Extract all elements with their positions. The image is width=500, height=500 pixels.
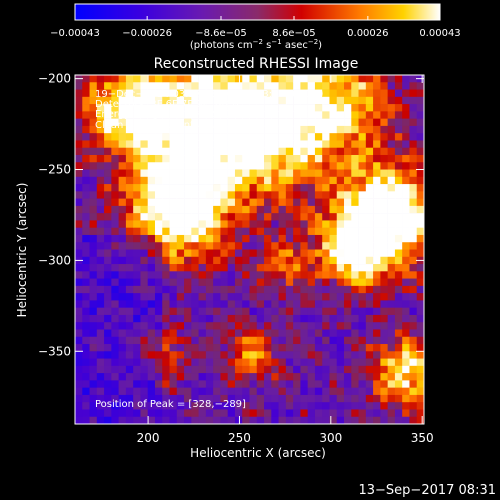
footer-timestamp: 13−Sep−2017 08:31 (358, 483, 496, 498)
x-tick-label: 250 (228, 431, 251, 445)
annotation-peak-position: Position of Peak = [328,−289] (95, 399, 246, 410)
y-axis-label: Heliocentric Y (arcsec) (15, 183, 29, 318)
x-tick-label: 300 (319, 431, 342, 445)
colorbar-ticks: −0.00043 −0.00026 −8.6e−05 8.6e−05 0.00026 0.… (50, 16, 461, 39)
annotation-detectors: Detectors: 3F 6F 7F 9F, Att 0 (95, 99, 239, 110)
colorbar-tick-label: 0.00043 (419, 28, 460, 39)
colorbar-tick-label: −8.6e−05 (195, 28, 247, 39)
y-tick-label: −300 (38, 253, 71, 267)
colorbar: −0.00043 −0.00026 −8.6e−05 8.6e−05 0.00026 0.… (50, 3, 461, 51)
y-tick-label: −250 (38, 163, 71, 177)
x-tick-label: 350 (411, 431, 434, 445)
colorbar-tick-label: 8.6e−05 (272, 28, 315, 39)
colorbar-tick-label: 0.00026 (347, 28, 388, 39)
colorbar-units: (photons cm−2 s−1 asec−2) (190, 38, 322, 51)
colorbar-tick-label: −0.00043 (50, 28, 100, 39)
annotation-time-range: 19−Dec−2014 03:17:08.000 to 03:27:08.000 (95, 89, 323, 100)
plot-title: Reconstructed RHESSI Image (154, 56, 359, 72)
colorbar-gradient (74, 3, 441, 21)
y-tick-label: −200 (38, 72, 71, 86)
x-axis-label: Heliocentric X (arcsec) (190, 446, 326, 460)
annotation-energy-range: Energy Range: 12.0 − 25.0 keV (95, 109, 252, 120)
annotation-block: 19−Dec−2014 03:17:08.000 to 03:27:08.000… (95, 89, 323, 410)
y-tick-label: −350 (38, 344, 71, 358)
axis-ticks: 200 250 300 350 −200 −250 −300 −350 (38, 72, 434, 445)
image-panel: 200 250 300 350 −200 −250 −300 −350 (38, 72, 434, 445)
emission-map (75, 75, 425, 425)
x-tick-label: 200 (137, 431, 160, 445)
plot-frame (74, 74, 425, 425)
colorbar-tick-label: −0.00026 (122, 28, 172, 39)
annotation-counts: Clean Total counts: 2.62E+03 (95, 120, 255, 131)
